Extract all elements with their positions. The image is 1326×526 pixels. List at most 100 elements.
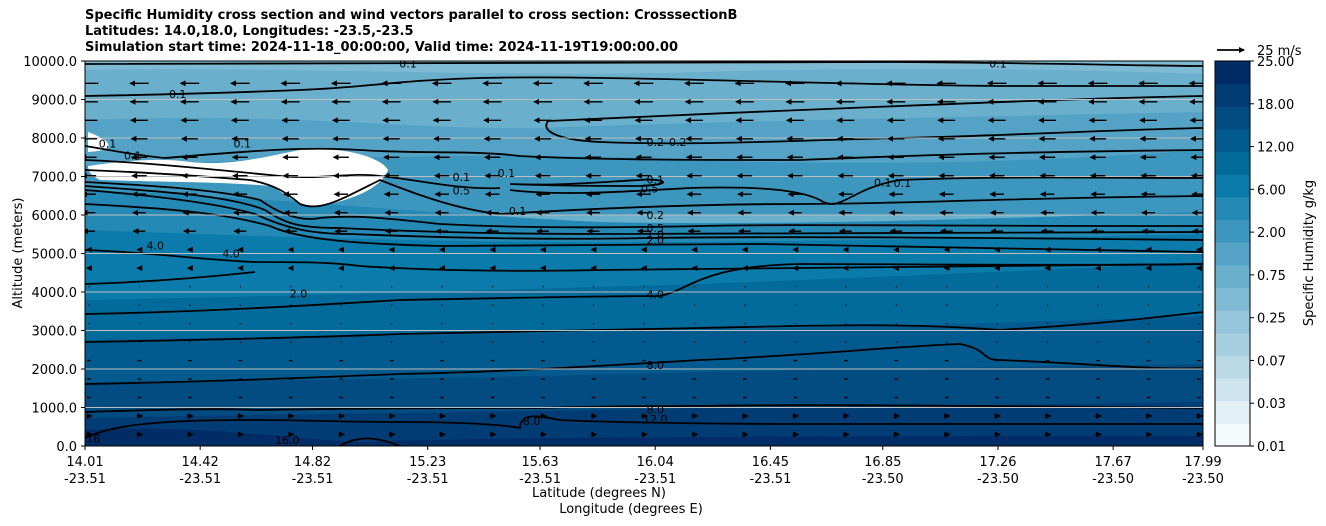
contour-line-10	[85, 181, 1203, 229]
colorbar-tick-label: 0.07	[1257, 354, 1286, 369]
colorbar-segment	[1215, 264, 1250, 288]
x-tick-label-lon: -23.51	[292, 472, 334, 487]
contour-label: 0.2	[646, 136, 664, 149]
contour-line-18	[85, 343, 1203, 385]
y-tick-label: 1000.0	[32, 402, 78, 417]
x-tick-label-lon: -23.51	[179, 472, 221, 487]
colorbar-tick-label: 0.01	[1257, 440, 1286, 455]
y-tick-label: 0.0	[56, 440, 77, 455]
contour-label: 0.1	[646, 174, 664, 187]
y-tick-label: 8000.0	[32, 132, 78, 147]
contour-label: 0.1	[509, 205, 527, 218]
x-tick-label-lat: 14.42	[182, 455, 219, 470]
fill-band-top-dry	[85, 61, 1203, 74]
x-tick-label-lon: -23.50	[1182, 472, 1224, 487]
contour-label: 8.0	[523, 415, 541, 428]
colorbar: 0.01 0.03 0.07 0.25 0.75 2.00 6.00 12.00 18.00 25…	[1214, 55, 1294, 455]
x-tick-label-lon: -23.50	[1092, 472, 1134, 487]
contour-label: 0.1	[498, 167, 516, 180]
contour-line-17	[85, 311, 1203, 343]
y-axis-title: Altitude (meters)	[11, 198, 26, 309]
contour-label: 0.2	[669, 136, 687, 149]
colorbar-segment	[1215, 423, 1250, 447]
plot-area: 0.1 0.10.10.10.10.1 0.2 0.20.10.50.10.50.10…	[84, 58, 1204, 447]
colorbar-segment	[1215, 61, 1250, 85]
contour-line-13	[85, 203, 1203, 253]
title-line-2: Latitudes: 14.0,18.0, Longitudes: -23.5,…	[85, 24, 414, 39]
contour-line-15	[85, 271, 256, 285]
contour-label: 0.1	[124, 150, 142, 163]
contour-label: 0.5	[453, 185, 471, 198]
quiver-key: 25 m/s	[1217, 44, 1302, 59]
contour-label: 0.5	[641, 182, 659, 195]
contour-line-21	[339, 437, 401, 446]
contour-label: 0.1	[234, 137, 252, 150]
contour-label: 8.0	[646, 359, 664, 372]
y-tick-label: 10000.0	[23, 55, 77, 70]
contour-label: 0.1	[99, 137, 117, 150]
contour-label: 12.0	[643, 413, 668, 426]
x-tick-label-lat: 15.63	[521, 455, 558, 470]
x-tick-label-lat: 15.23	[409, 455, 446, 470]
contour-label: 2.0	[290, 288, 308, 301]
y-tick-label: 9000.0	[32, 94, 78, 109]
colorbar-segment	[1215, 151, 1250, 175]
x-tick-label-lat: 16.85	[864, 455, 901, 470]
title-line-1: Specific Humidity cross section and wind…	[85, 8, 738, 23]
colorbar-segment	[1215, 83, 1250, 107]
contour-line-1	[85, 61, 1203, 67]
y-tick-label: 6000.0	[32, 209, 78, 224]
chart-title: Specific Humidity cross section and wind…	[85, 8, 737, 56]
colorbar-tick-label: 25.00	[1257, 55, 1294, 70]
x-tick-label-lon: -23.51	[634, 472, 676, 487]
title-line-3: Simulation start time: 2024-11-18_00:00:…	[85, 40, 678, 55]
colorbar-tick-label: 18.00	[1257, 98, 1294, 113]
x-tick-label-lon: -23.51	[519, 472, 561, 487]
contour-label: 0.2	[646, 209, 664, 222]
colorbar-segment	[1215, 196, 1250, 221]
contour-label: 0.1	[399, 58, 417, 71]
contour-label: 0.1	[453, 171, 471, 184]
contour-label: 8.0	[646, 403, 664, 416]
contour-label: 1.0	[646, 228, 664, 241]
x-tick-label-lat: 14.82	[294, 455, 331, 470]
contour-label: 0.1	[874, 176, 892, 189]
colorbar-frame	[1214, 60, 1251, 447]
y-axis: 0.0 1000.0 2000.0 3000.0 4000.0 5000.0 6000.0 7…	[23, 55, 85, 455]
y-tick-label: 7000.0	[32, 171, 78, 186]
fill-band-12g	[85, 402, 1203, 446]
contour-line-7	[509, 178, 664, 187]
contour-labels: 0.1 0.10.10.10.10.1 0.2 0.20.10.50.10.50.10…	[86, 58, 1006, 447]
x-tick-label-lat: 16.45	[752, 455, 789, 470]
colorbar-segment	[1215, 355, 1250, 379]
contour-line-3	[547, 95, 1203, 122]
x-tick-label-lat: 17.67	[1095, 455, 1132, 470]
contour-label: 4.0	[146, 239, 164, 252]
contour-label: 16.0	[275, 434, 300, 447]
quiver-key-label: 25 m/s	[1257, 44, 1302, 59]
contour-line-2	[85, 76, 1203, 97]
x-tick-label-lat: 14.01	[66, 455, 103, 470]
colorbar-segment	[1215, 287, 1250, 311]
contour-line-5	[85, 145, 1203, 161]
contour-label: 2.0	[646, 234, 664, 247]
horizontal-grid	[85, 99, 1203, 408]
colorbar-segment	[1215, 378, 1250, 402]
contour-label: 4.0	[222, 248, 240, 261]
colorbar-title: Specific Humidity g/kg	[1302, 180, 1317, 326]
x-tick-label-lon: -23.50	[977, 472, 1019, 487]
colorbar-segment	[1215, 128, 1250, 153]
colorbar-segment	[1215, 174, 1250, 198]
contour-line-20	[85, 415, 1203, 439]
x-tick-label-lat: 17.99	[1184, 455, 1221, 470]
fill-band-6g	[85, 262, 1203, 340]
x-tick-label-lat: 17.26	[979, 455, 1016, 470]
x-tick-label-lon: -23.51	[64, 472, 106, 487]
colorbar-tick-label: 0.25	[1257, 312, 1286, 327]
contour-line-14	[85, 249, 1203, 272]
contour-label: 0.1	[169, 88, 187, 101]
x-axis: 14.01 -23.51 14.42 -23.51 14.82 -23.51 15.23 -2…	[64, 446, 1224, 487]
contour-line-12	[85, 189, 1203, 241]
x-axis-title-latitude: Latitude (degrees N)	[532, 486, 666, 501]
